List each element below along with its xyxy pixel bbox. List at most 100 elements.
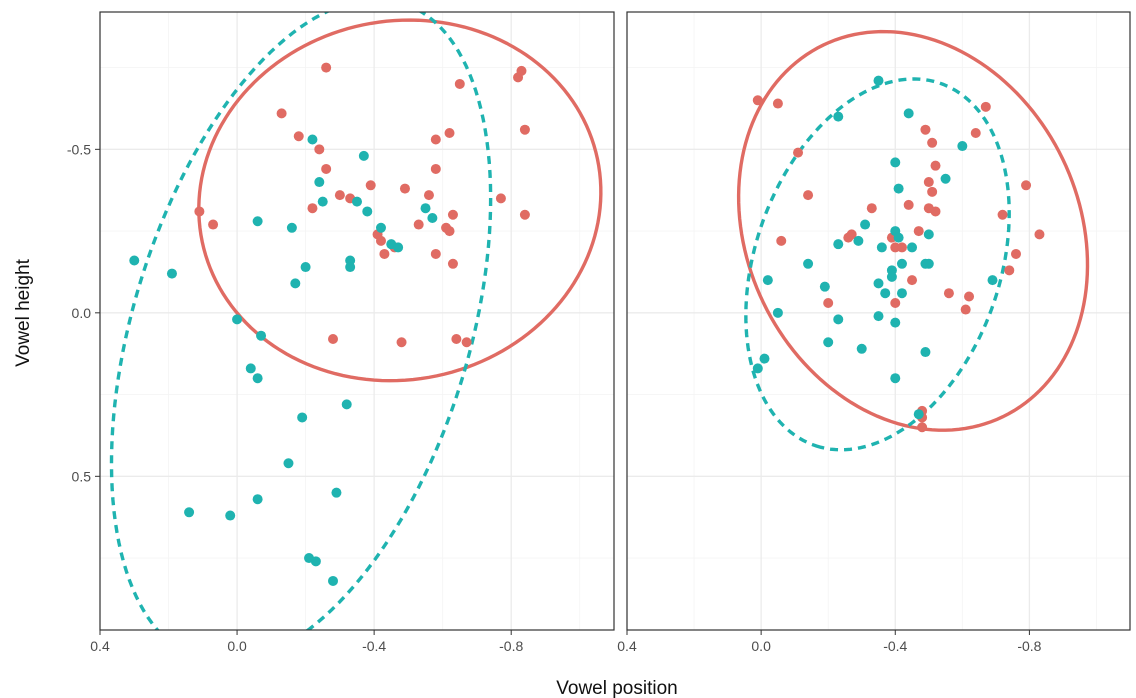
series-a-point (328, 333, 339, 344)
series-a-point (927, 186, 938, 197)
series-a-point (365, 180, 376, 191)
series-a-point (454, 78, 465, 89)
series-a-point (930, 160, 941, 171)
series-b-point (341, 399, 352, 410)
series-b-point (920, 258, 931, 269)
series-a-point (444, 127, 455, 138)
series-b-point (345, 262, 356, 273)
series-a-point (430, 248, 441, 259)
series-b-point (166, 268, 177, 279)
series-a-point (866, 203, 877, 214)
series-b-point (987, 275, 998, 286)
series-b-point (314, 177, 325, 188)
series-b-point (890, 157, 901, 168)
series-b-point (252, 216, 263, 227)
series-b-point (300, 262, 311, 273)
series-b-point (860, 219, 871, 230)
series-a-point (907, 275, 918, 286)
series-a-point (321, 62, 332, 73)
series-a-point (964, 291, 975, 302)
series-b-point (427, 213, 438, 223)
series-a-ellipse (736, 29, 1090, 432)
series-a-point (293, 131, 304, 142)
series-a-point (516, 65, 527, 76)
series-b-point (819, 281, 830, 292)
series-b-point (352, 196, 362, 207)
axis-titles: Vowel position Vowel height (13, 258, 678, 698)
series-a-point (903, 199, 914, 210)
series-b-point (310, 556, 321, 567)
x-tick-label: -0.4 (883, 638, 907, 654)
series-b-point (923, 229, 934, 240)
series-a-point (923, 177, 934, 188)
series-a-point (913, 226, 924, 237)
x-tick-label: 0.0 (227, 638, 247, 654)
series-b-point (358, 150, 369, 161)
series-b-point (873, 278, 884, 289)
y-tick-label: -0.5 (67, 141, 91, 157)
series-a-point (896, 242, 907, 253)
series-b-point (772, 307, 783, 318)
series-b-point (833, 239, 844, 250)
series-a-point (970, 127, 981, 138)
series-b-point (886, 271, 897, 282)
series-a-point (846, 229, 857, 240)
series-a-point (803, 190, 814, 201)
series-b-point (893, 183, 904, 194)
series-b-point (362, 206, 373, 217)
grid-lines (99, 12, 614, 630)
series-a-point (923, 203, 934, 214)
series-b-point (375, 222, 386, 233)
series-b-point (88, 543, 98, 553)
series-a-point (519, 209, 530, 220)
series-a-point (461, 337, 472, 348)
series-b-point (420, 203, 431, 214)
panel-right: 0.4 0.0 -0.4 -0.8 (617, 11, 1131, 654)
panel-border (99, 11, 615, 631)
series-b-point (833, 111, 844, 122)
series-b-point (286, 222, 297, 233)
series-b-point (252, 494, 263, 505)
series-a-point (943, 288, 954, 299)
series-b-point (297, 412, 308, 423)
series-b-point (752, 363, 763, 374)
series-b-point (876, 242, 887, 253)
series-b-point (317, 196, 328, 207)
x-tick-label: 0.0 (751, 638, 771, 654)
series-a-point (307, 203, 318, 214)
series-b-point (957, 141, 968, 152)
series-a-point (375, 235, 386, 246)
series-b-point (184, 507, 195, 518)
series-a-point (1034, 229, 1045, 240)
series-a-point (413, 219, 424, 230)
series-b-point (283, 458, 294, 469)
plot-area (88, 12, 603, 630)
series-b-point (873, 311, 884, 322)
series-a-point (793, 147, 804, 158)
series-b-point (762, 275, 773, 286)
series-a-point (396, 337, 407, 348)
series-b-point (913, 409, 924, 420)
series-a-point (920, 124, 931, 135)
series-b-point (129, 255, 140, 266)
series-b-point (328, 575, 339, 586)
series-a-point (960, 304, 971, 315)
series-a-point (823, 298, 834, 309)
y-tick-label: 0.0 (72, 305, 92, 321)
panel-left: 0.4 0.0 -0.4 -0.8 -0.5 0.0 0.5 (67, 11, 615, 654)
series-b-point (331, 487, 342, 498)
series-b-point (920, 347, 931, 358)
series-a-point (423, 190, 434, 201)
series-b-point (893, 232, 904, 243)
series-b-point (907, 242, 918, 253)
series-b-point (232, 314, 243, 325)
series-b-point (873, 75, 884, 86)
series-a-point (379, 248, 390, 259)
series-a-point (208, 219, 219, 230)
series-a-point (495, 193, 506, 204)
series-b-point (880, 288, 891, 299)
x-tick-label: -0.8 (499, 638, 523, 654)
series-b-point (890, 317, 901, 328)
series-a-point (519, 124, 530, 135)
series-b-point (823, 337, 834, 348)
